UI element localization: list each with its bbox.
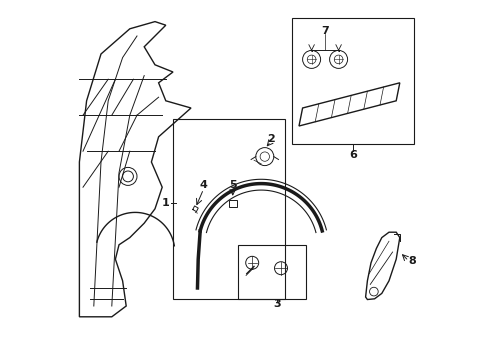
Bar: [238, 245, 306, 299]
Text: 2: 2: [267, 134, 275, 144]
Bar: [292, 18, 414, 144]
Text: 5: 5: [229, 180, 237, 190]
Text: 7: 7: [321, 26, 329, 36]
Text: 8: 8: [409, 256, 416, 266]
Text: 1: 1: [161, 198, 169, 208]
Text: 6: 6: [349, 150, 357, 160]
Bar: [173, 119, 285, 299]
Text: 3: 3: [273, 299, 281, 309]
Bar: [229, 200, 237, 207]
Text: 4: 4: [199, 180, 208, 190]
